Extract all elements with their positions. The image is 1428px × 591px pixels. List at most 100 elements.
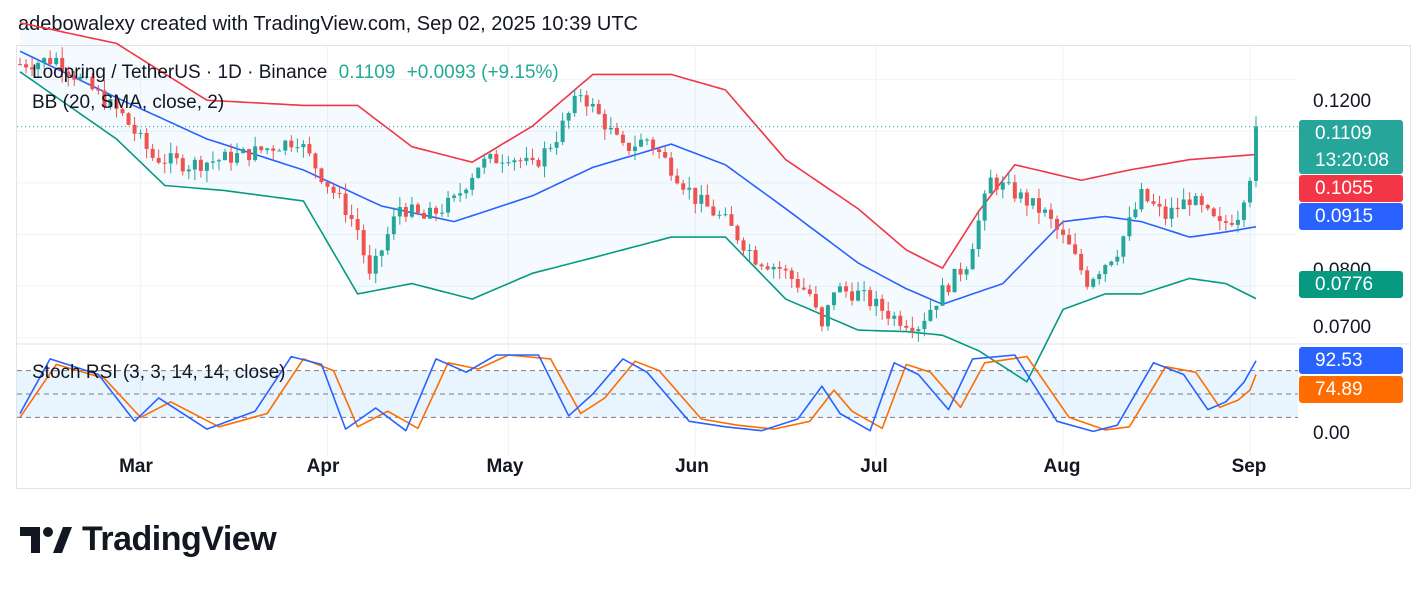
candle-body (1103, 265, 1108, 275)
candle-body (1085, 270, 1090, 287)
candle-body (819, 307, 824, 327)
candle-body (771, 266, 776, 270)
last-price-badge: 0.1109 13:20:08 (1299, 120, 1403, 174)
candle-body (1254, 126, 1258, 181)
candle-body (1175, 207, 1180, 210)
candle-body (898, 315, 903, 326)
candle-body (42, 58, 47, 63)
candle-body (235, 153, 240, 163)
tradingview-logo-icon (20, 526, 72, 553)
candle-body (620, 134, 625, 143)
candle-body (241, 149, 246, 154)
candle-body (813, 293, 818, 308)
candle-body (1241, 202, 1246, 220)
candle-body (1127, 217, 1132, 237)
candle-body (856, 290, 861, 301)
candle-body (753, 250, 758, 265)
candle-body (850, 291, 855, 301)
candle-body (102, 90, 107, 108)
candle-body (1036, 198, 1041, 213)
candle-body (506, 162, 511, 164)
candle-body (590, 103, 595, 107)
candle-body (687, 187, 692, 190)
candle-body (632, 146, 637, 151)
candle-body (36, 62, 41, 70)
candle-body (1097, 274, 1102, 280)
candle-body (440, 212, 445, 214)
candle-body (482, 158, 487, 168)
candle-body (1151, 201, 1156, 204)
candle-body (801, 287, 806, 290)
candle-body (325, 182, 330, 187)
candle-body (458, 193, 463, 196)
candle-body (126, 113, 131, 125)
candle-body (572, 95, 577, 114)
candle-body (1067, 234, 1072, 245)
candle-body (1000, 182, 1005, 190)
candle-body (608, 127, 613, 130)
candle-body (536, 160, 541, 167)
candle-body (198, 159, 203, 171)
last-price: 0.1109 (338, 62, 396, 83)
candle-body (886, 310, 891, 319)
last-price-badge-value: 0.1109 (1315, 123, 1372, 144)
candle-body (216, 160, 221, 162)
candle-body (247, 149, 252, 161)
candle-body (892, 315, 897, 319)
candle-body (174, 153, 179, 159)
candle-body (1109, 261, 1114, 266)
candle-body (204, 162, 209, 171)
candle-body (150, 148, 155, 158)
candle-body (1145, 189, 1150, 202)
candle-body (1139, 189, 1144, 210)
candle-body (524, 157, 529, 162)
month-label-jun: Jun (675, 456, 709, 477)
candle-body (512, 160, 517, 163)
month-label-may: May (486, 456, 524, 477)
candle-body (645, 139, 650, 141)
candle-body (1247, 180, 1252, 203)
candle-body (584, 95, 589, 107)
stoch-d-line (19, 354, 1257, 431)
bb-legend: BB (20, SMA, close, 2) (32, 92, 225, 113)
stoch-k-line (19, 354, 1257, 433)
stoch-d-badge: 74.89 (1299, 376, 1403, 403)
candle-body (560, 120, 565, 143)
candle-body (970, 249, 975, 270)
candle-body (48, 58, 53, 65)
candle-body (385, 234, 390, 251)
candle-body (639, 139, 644, 147)
candle-body (958, 268, 963, 275)
candle-body (367, 255, 372, 274)
candle-body (1229, 222, 1234, 225)
candle-body (361, 230, 366, 256)
candle-body (747, 250, 752, 252)
candle-body (1006, 182, 1011, 184)
tradingview-wordmark: TradingView (82, 520, 277, 558)
candle-body (500, 162, 505, 164)
candle-body (210, 161, 215, 163)
candle-body (470, 177, 475, 190)
candle-body (1042, 209, 1047, 213)
tradingview-logo[interactable]: TradingView (20, 520, 277, 559)
candle-body (837, 286, 842, 293)
candle-body (1157, 203, 1162, 207)
candle-body (596, 103, 601, 114)
candle-body (72, 75, 77, 80)
candle-body (283, 140, 288, 151)
candle-body (84, 76, 89, 78)
candle-body (795, 279, 800, 288)
candle-body (934, 305, 939, 310)
candle-body (946, 285, 951, 293)
candle-body (289, 140, 294, 148)
candle-body (1079, 253, 1084, 271)
candle-body (373, 255, 378, 274)
candle-body (476, 167, 481, 178)
candle-body (132, 124, 137, 134)
candle-body (144, 132, 149, 149)
candle-body (1012, 182, 1017, 199)
candle-body (1181, 199, 1186, 210)
candle-body (488, 154, 493, 159)
candle-body (349, 214, 354, 220)
